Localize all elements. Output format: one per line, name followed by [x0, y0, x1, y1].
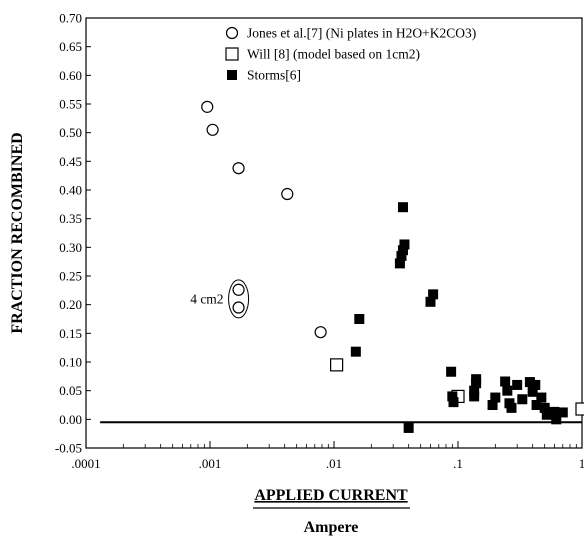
- data-point: [396, 250, 407, 261]
- legend-item: Storms[6]: [227, 68, 301, 83]
- data-point: [428, 289, 439, 300]
- y-axis: 0.70 0.65 0.60 0.55 0.50 0.45 0.40 0.35 0.30 0.25…: [55, 11, 91, 456]
- series-1: [201, 100, 327, 339]
- data-point: [330, 358, 344, 372]
- data-point: [551, 414, 562, 425]
- y-tick-label: 0.25: [59, 269, 82, 284]
- data-point: [536, 392, 547, 403]
- y-tick-label: 0.15: [59, 326, 82, 341]
- y-tick-label: -0.05: [55, 441, 82, 456]
- x-tick-label: .0001: [71, 456, 100, 471]
- data-point: [350, 346, 361, 357]
- data-point: [541, 409, 552, 420]
- x-tick-label: .1: [453, 456, 463, 471]
- legend: Jones et al.[7] (Ni plates in H2O+K2CO3)…: [225, 26, 476, 83]
- y-tick-label: 0.35: [59, 211, 82, 226]
- data-point: [500, 376, 511, 387]
- data-point: [232, 301, 245, 314]
- data-point: [530, 379, 541, 390]
- y-tick-label: 0.30: [59, 240, 82, 255]
- y-tick-label: 0.50: [59, 125, 82, 140]
- data-point: [425, 296, 436, 307]
- y-tick-label: 0.65: [59, 39, 82, 54]
- data-point: [531, 400, 542, 410]
- data-point: [549, 406, 560, 417]
- data-point: [506, 402, 517, 413]
- annotation-ellipse: [228, 279, 250, 319]
- data-point: [471, 378, 482, 389]
- x-axis-unit: Ampere: [304, 519, 359, 536]
- x-axis: .0001 .001 .01 .1 1: [71, 441, 584, 471]
- data-point: [394, 258, 405, 269]
- data-point: [403, 422, 414, 433]
- legend-marker: [227, 70, 237, 80]
- data-point: [469, 391, 480, 402]
- legend-marker: [225, 26, 239, 40]
- data-point: [502, 385, 513, 396]
- data-point: [201, 100, 214, 113]
- data-point: [524, 377, 535, 388]
- annotation-label: 4 cm2: [190, 291, 223, 306]
- x-tick-label: 1: [579, 456, 584, 471]
- data-point: [206, 123, 219, 136]
- data-point: [448, 397, 459, 408]
- y-axis-title: FRACTION RECOMBINED: [9, 132, 26, 333]
- data-point: [517, 394, 528, 405]
- y-tick-label: 0.60: [59, 68, 82, 83]
- x-tick-label: .001: [199, 456, 222, 471]
- data-point: [539, 402, 550, 413]
- x-tick-label: .01: [326, 456, 342, 471]
- y-tick-label: 0.40: [59, 183, 82, 198]
- y-tick-label: 0.45: [59, 154, 82, 169]
- legend-label: Will [8] (model based on 1cm2): [247, 47, 420, 62]
- data-point: [281, 187, 294, 201]
- series-3: [350, 202, 568, 433]
- data-points: [201, 100, 584, 433]
- legend-label: Storms[6]: [247, 68, 301, 83]
- data-point: [399, 239, 410, 250]
- data-point: [557, 407, 568, 418]
- data-point: [397, 245, 408, 256]
- data-point: [232, 162, 245, 175]
- legend-label: Jones et al.[7] (Ni plates in H2O+K2CO3): [247, 26, 476, 41]
- x-axis-title: APPLIED CURRENT: [254, 487, 408, 504]
- y-tick-label: 0.05: [59, 383, 82, 398]
- annotation-4cm2: 4 cm2: [190, 279, 250, 319]
- data-point: [512, 379, 523, 390]
- y-tick-label: 0.70: [59, 11, 82, 26]
- y-tick-label: 0.10: [59, 355, 82, 370]
- data-point: [232, 283, 245, 296]
- y-tick-label: 0.20: [59, 297, 82, 312]
- y-tick-label: 0.00: [59, 412, 82, 427]
- data-point: [354, 314, 365, 324]
- y-tick-label: 0.55: [59, 97, 82, 112]
- data-point: [575, 402, 584, 416]
- legend-marker: [225, 47, 239, 61]
- legend-item: Jones et al.[7] (Ni plates in H2O+K2CO3): [225, 26, 476, 41]
- legend-item: Will [8] (model based on 1cm2): [225, 47, 420, 62]
- data-point: [447, 391, 458, 402]
- data-point: [527, 386, 538, 397]
- data-point: [446, 366, 457, 377]
- data-point: [490, 392, 501, 403]
- data-point: [469, 385, 480, 396]
- data-point: [397, 202, 408, 213]
- data-point: [314, 326, 327, 339]
- data-point: [487, 400, 498, 410]
